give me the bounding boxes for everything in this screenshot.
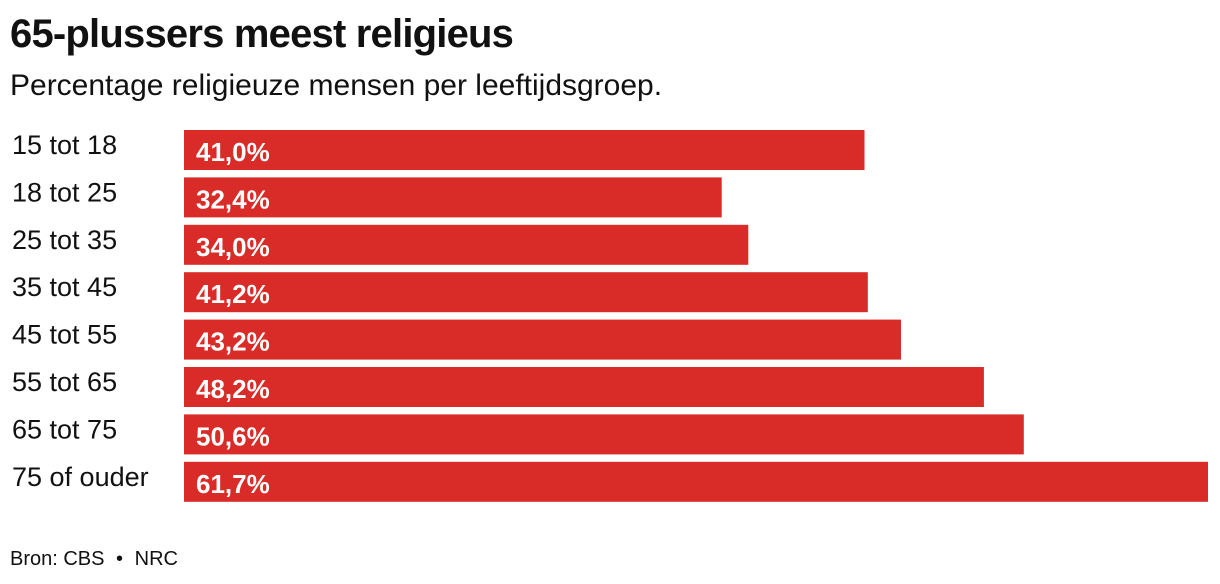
value-label: 48,2% xyxy=(196,374,270,404)
category-label: 55 tot 65 xyxy=(12,367,117,397)
category-label: 65 tot 75 xyxy=(12,414,117,444)
category-label: 18 tot 25 xyxy=(12,177,117,207)
bar xyxy=(184,414,1024,455)
category-label: 35 tot 45 xyxy=(12,272,117,302)
bar xyxy=(184,177,722,218)
bar xyxy=(184,130,865,170)
value-label: 41,2% xyxy=(196,279,270,309)
category-label: 25 tot 35 xyxy=(12,225,117,255)
source-separator: • xyxy=(116,548,124,570)
value-label: 50,6% xyxy=(196,421,270,451)
bar xyxy=(184,461,1208,502)
value-label: 32,4% xyxy=(196,184,270,214)
bar xyxy=(184,272,868,313)
value-label: 41,0% xyxy=(196,137,270,167)
publisher-name: NRC xyxy=(134,548,178,570)
bar-chart: 15 tot 18 41,0% 18 tot 25 32,4% 25 tot 35 34,… xyxy=(12,130,1208,502)
value-label: 34,0% xyxy=(196,232,270,262)
category-label: 75 of ouder xyxy=(12,462,149,492)
category-label: 15 tot 18 xyxy=(12,130,117,160)
value-label: 43,2% xyxy=(196,327,270,357)
bar xyxy=(184,319,901,360)
bar xyxy=(184,224,749,265)
chart-title: 65-plussers meest religieus xyxy=(10,12,514,56)
bar xyxy=(184,367,984,407)
category-label: 45 tot 55 xyxy=(12,320,117,350)
source-line: Bron: CBS • NRC xyxy=(10,546,178,572)
source-text: Bron: CBS xyxy=(10,548,105,570)
chart-subtitle: Percentage religieuze mensen per leeftij… xyxy=(10,69,663,102)
value-label: 61,7% xyxy=(196,469,270,499)
